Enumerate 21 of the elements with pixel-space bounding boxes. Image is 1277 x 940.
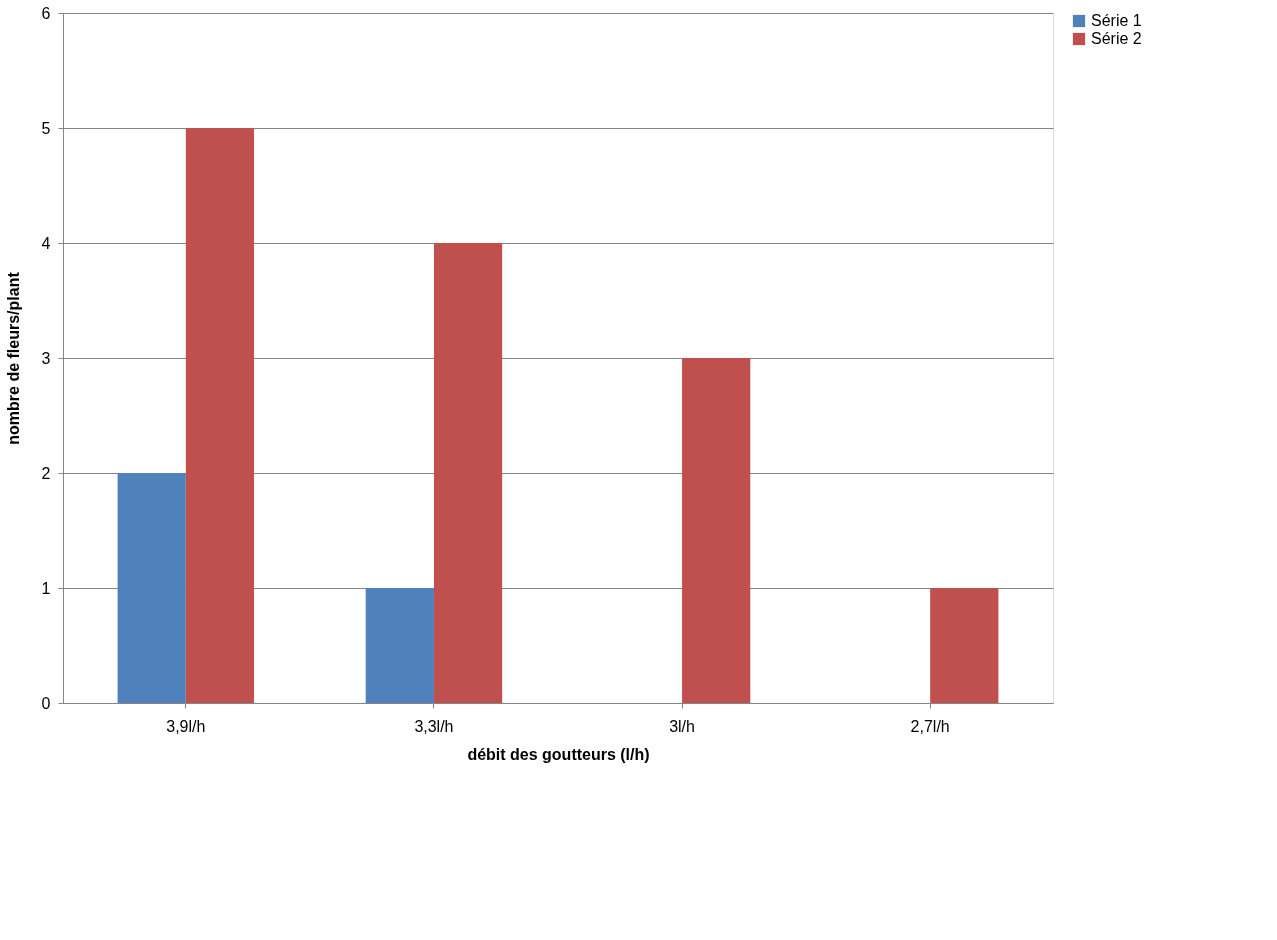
legend-label: Série 2 [1091, 30, 1142, 47]
x-tick-label: 3l/h [669, 717, 695, 735]
y-axis-title: nombre de fleurs/plant [4, 271, 22, 445]
bar [682, 358, 751, 703]
y-tick-label: 3 [41, 349, 51, 367]
bar [930, 588, 999, 703]
y-tick-label: 6 [41, 4, 51, 22]
x-tick-label: 2,7l/h [910, 717, 950, 735]
bar [365, 588, 434, 703]
y-tick-label: 2 [41, 464, 51, 482]
x-tick-label: 3,3l/h [414, 717, 454, 735]
bar [433, 243, 503, 703]
y-tick-label: 5 [41, 119, 51, 137]
legend-label: Série 1 [1091, 12, 1142, 29]
y-tick-label: 4 [41, 234, 51, 252]
bar [185, 128, 255, 703]
y-tick-label: 1 [41, 579, 51, 597]
x-tick-label: 3,9l/h [166, 717, 206, 735]
y-tick-label: 0 [41, 694, 51, 712]
bar [117, 473, 186, 703]
x-axis-title: débit des goutteurs (l/h) [467, 745, 650, 763]
